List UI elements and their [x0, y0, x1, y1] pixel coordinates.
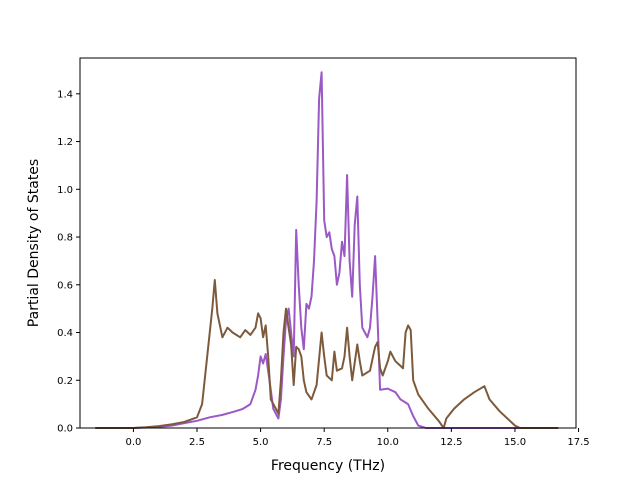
y-tick-label: 1.4 [57, 89, 73, 100]
x-tick-label: 10.0 [377, 437, 399, 448]
x-tick-label: 17.5 [567, 437, 589, 448]
y-tick-label: 0.6 [57, 280, 73, 291]
y-tick-label: 0.8 [57, 233, 73, 244]
x-tick-label: 5.0 [253, 437, 269, 448]
x-tick-label: 15.0 [504, 437, 526, 448]
y-tick-label: 1.2 [57, 137, 73, 148]
y-tick-label: 0.4 [57, 328, 73, 339]
axes-frame [79, 57, 577, 429]
plot-area [95, 71, 559, 429]
y-tick-label: 1.0 [57, 185, 73, 196]
x-tick-label: 0.0 [125, 437, 141, 448]
series-line-1 [95, 71, 559, 429]
x-tick-label: 12.5 [440, 437, 462, 448]
y-axis-title: Partial Density of States [26, 159, 42, 327]
y-tick-label: 0.2 [57, 376, 73, 387]
x-tick-label: 2.5 [189, 437, 205, 448]
series-line-2 [95, 279, 559, 429]
x-axis-ticks: 0.0 2.5 5.0 7.5 10.0 12.5 15.0 17.5 [125, 428, 590, 448]
y-axis-ticks: 0.0 0.2 0.4 0.6 0.8 1.0 1.2 1.4 [57, 89, 80, 435]
y-tick-label: 0.0 [57, 424, 73, 435]
x-tick-label: 7.5 [316, 437, 332, 448]
x-axis-title: Frequency (THz) [271, 458, 385, 474]
